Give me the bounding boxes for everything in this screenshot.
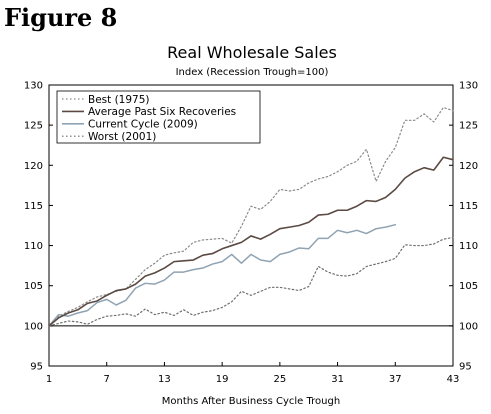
legend-label-average: Average Past Six Recoveries <box>88 106 236 118</box>
y-tick-label-right: 115 <box>459 201 478 212</box>
x-tick-label: 7 <box>104 374 110 385</box>
chart-subtitle: Index (Recession Trough=100) <box>176 67 329 78</box>
x-tick-label: 19 <box>216 374 229 385</box>
y-tick-label: 125 <box>24 121 43 132</box>
y-tick-label-right: 100 <box>459 321 478 332</box>
y-tick-label: 110 <box>24 241 43 252</box>
series-layer <box>48 106 454 327</box>
legend-box <box>56 90 261 144</box>
y-tick-label-right: 120 <box>459 161 478 172</box>
x-tick-label: 13 <box>158 374 171 385</box>
legend-label-current: Current Cycle (2009) <box>88 119 198 131</box>
y-tick-label-right: 130 <box>459 81 478 92</box>
x-tick-label: 1 <box>46 374 52 385</box>
plot-area <box>48 84 454 367</box>
series-line-average <box>48 156 454 327</box>
legend-label-worst: Worst (2001) <box>88 131 156 143</box>
y-tick-label-right: 125 <box>459 121 478 132</box>
x-tick-label: 25 <box>273 374 286 385</box>
x-tick-label: 31 <box>331 374 344 385</box>
series-line-current <box>48 223 397 327</box>
y-tick-label: 120 <box>24 161 43 172</box>
figure-label: Figure 8 <box>4 3 118 32</box>
plot-border <box>48 84 454 367</box>
x-tick-label: 37 <box>389 374 402 385</box>
y-tick-label: 105 <box>24 281 43 292</box>
series-line-worst <box>48 236 454 327</box>
y-tick-label: 130 <box>24 81 43 92</box>
y-tick-label-right: 110 <box>459 241 478 252</box>
y-tick-label-right: 105 <box>459 281 478 292</box>
x-tick-label: 43 <box>447 374 460 385</box>
legend: Best (1975)Average Past Six RecoveriesCu… <box>56 90 261 144</box>
y-tick-label: 95 <box>30 362 43 373</box>
y-tick-label-right: 95 <box>459 362 472 373</box>
y-tick-label: 115 <box>24 201 43 212</box>
chart-title: Real Wholesale Sales <box>167 43 337 62</box>
legend-label-best: Best (1975) <box>88 94 150 106</box>
x-axis-label: Months After Business Cycle Trough <box>162 396 340 407</box>
y-tick-label: 100 <box>24 321 43 332</box>
